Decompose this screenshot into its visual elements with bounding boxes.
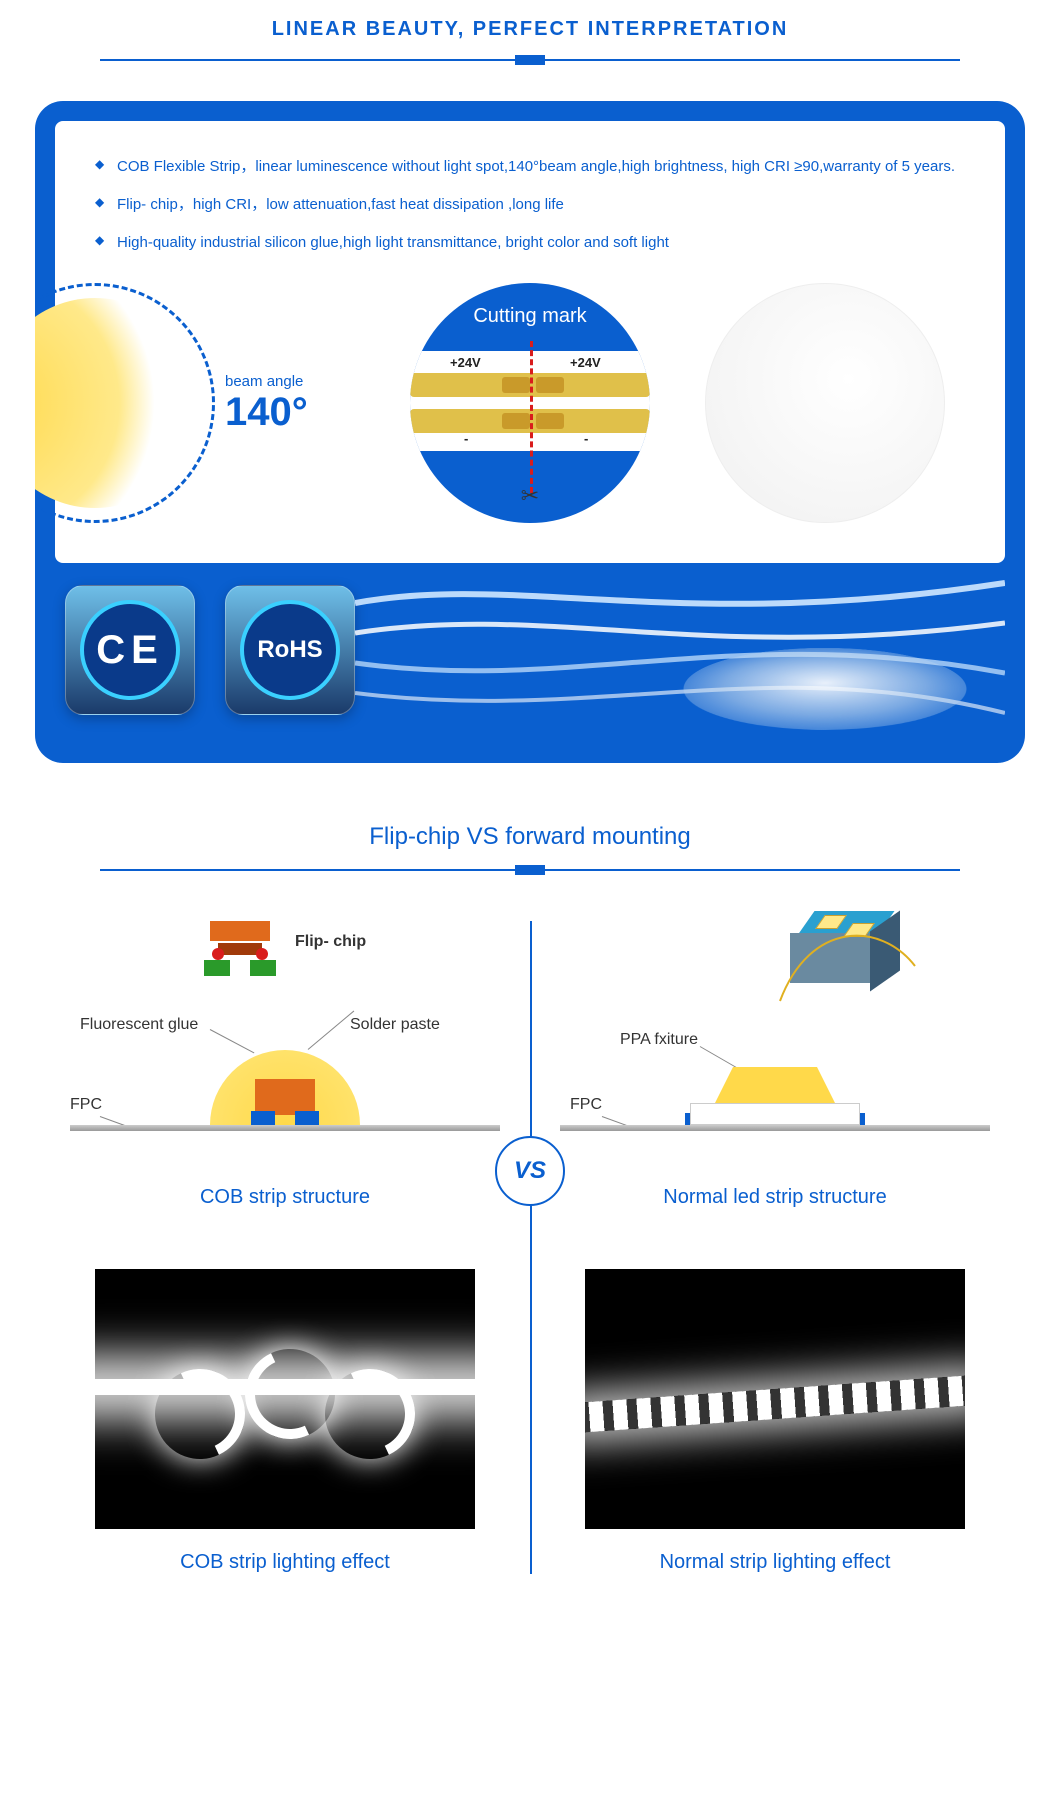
polarity-label-right: - bbox=[584, 431, 588, 446]
right-column: PPA fxiture FPC Normal led strip structu… bbox=[530, 921, 1020, 1574]
cob-photo-caption: COB strip lighting effect bbox=[70, 1551, 500, 1574]
voltage-label-right: +24V bbox=[570, 355, 601, 370]
bullet-item: High-quality industrial silicon glue,hig… bbox=[95, 227, 965, 265]
section1-title: LINEAR BEAUTY, PERFECT INTERPRETATION bbox=[0, 18, 1060, 41]
beam-angle-value: 140° bbox=[225, 390, 308, 435]
left-column: Flip- chip Fluorescent glue Solder paste… bbox=[40, 921, 530, 1574]
fpc-label-right: FPC bbox=[570, 1096, 602, 1114]
bullet-item: COB Flexible Strip，linear luminescence w… bbox=[95, 151, 965, 189]
certification-row: CE RoHS bbox=[55, 563, 1005, 743]
feature-panel-wrap: COB Flexible Strip，linear luminescence w… bbox=[0, 61, 1060, 763]
flip-chip-label: Flip- chip bbox=[295, 933, 366, 951]
normal-photo-caption: Normal strip lighting effect bbox=[560, 1551, 990, 1574]
beam-angle-label: beam angle bbox=[225, 373, 308, 390]
vertical-divider bbox=[530, 921, 532, 1574]
feature-bullets: COB Flexible Strip，linear luminescence w… bbox=[95, 151, 965, 265]
feature-graphics-row: beam angle 140° Cutting mark bbox=[95, 283, 965, 523]
rohs-badge: RoHS bbox=[225, 585, 355, 715]
vs-badge: VS bbox=[495, 1136, 565, 1206]
curved-strip-graphic bbox=[705, 283, 965, 523]
solder-paste-label: Solder paste bbox=[350, 1016, 440, 1034]
normal-structure-caption: Normal led strip structure bbox=[560, 1186, 990, 1209]
divider-line bbox=[100, 59, 960, 61]
ppa-fixture-label: PPA fxiture bbox=[620, 1031, 698, 1049]
fluorescent-glue-label: Fluorescent glue bbox=[80, 1016, 198, 1034]
fpc-label-left: FPC bbox=[70, 1096, 102, 1114]
section2-header: Flip-chip VS forward mounting bbox=[0, 763, 1060, 859]
reel-graphic bbox=[662, 648, 989, 730]
ce-badge: CE bbox=[65, 585, 195, 715]
light-streaks-graphic bbox=[355, 563, 1005, 743]
section1-header: LINEAR BEAUTY, PERFECT INTERPRETATION bbox=[0, 0, 1060, 49]
cob-structure-caption: COB strip structure bbox=[70, 1186, 500, 1209]
scissors-icon: ✂ bbox=[521, 483, 539, 509]
cob-lighting-photo bbox=[95, 1269, 475, 1529]
bullet-item: Flip- chip，high CRI，low attenuation,fast… bbox=[95, 189, 965, 227]
bond-wire-icon bbox=[770, 911, 930, 1011]
normal-lighting-photo bbox=[585, 1269, 965, 1529]
cob-structure-diagram: Flip- chip Fluorescent glue Solder paste… bbox=[70, 921, 500, 1171]
polarity-label-left: - bbox=[464, 431, 468, 446]
beam-angle-graphic: beam angle 140° bbox=[95, 283, 355, 523]
ce-badge-label: CE bbox=[80, 600, 180, 700]
section2-title: Flip-chip VS forward mounting bbox=[0, 823, 1060, 851]
feature-panel: COB Flexible Strip，linear luminescence w… bbox=[35, 101, 1025, 763]
beam-circle-icon bbox=[35, 283, 215, 523]
flip-chip-icon bbox=[200, 921, 280, 976]
cutting-mark-graphic: Cutting mark +24V +24V - - bbox=[400, 283, 660, 523]
divider-line bbox=[100, 869, 960, 871]
comparison-wrap: VS Flip- chip Fluorescent glue Solder pa… bbox=[40, 921, 1020, 1574]
voltage-label-left: +24V bbox=[450, 355, 481, 370]
normal-structure-diagram: PPA fxiture FPC bbox=[560, 921, 990, 1171]
feature-panel-inner: COB Flexible Strip，linear luminescence w… bbox=[55, 121, 1005, 563]
cut-line-icon bbox=[530, 341, 533, 493]
rohs-badge-label: RoHS bbox=[240, 600, 340, 700]
cutting-title: Cutting mark bbox=[410, 305, 650, 328]
